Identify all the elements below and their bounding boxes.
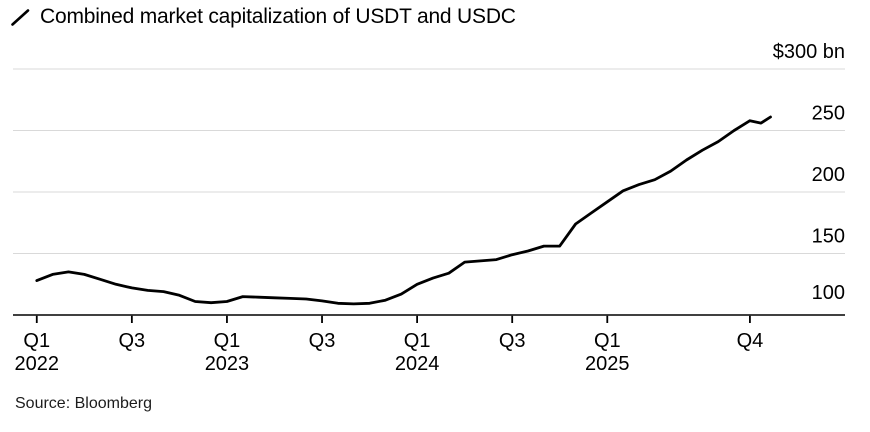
y-axis-label: 150 — [812, 226, 845, 248]
x-axis-quarter-label: Q3 — [309, 330, 336, 352]
x-axis-year-label: 2024 — [395, 353, 440, 375]
x-axis-year-label: 2022 — [15, 353, 60, 375]
x-axis-quarter-label: Q3 — [499, 330, 526, 352]
chart-title: Combined market capitalization of USDT a… — [40, 5, 516, 28]
line-series-legend-icon — [11, 8, 30, 26]
x-axis-year-label: 2025 — [585, 353, 630, 375]
y-axis-label: $300 bn — [773, 41, 845, 63]
chart-legend: Combined market capitalization of USDT a… — [10, 4, 516, 30]
market-cap-line — [35, 115, 772, 306]
source-caption: Source: Bloomberg — [15, 395, 152, 412]
x-axis-quarter-label: Q1 — [404, 330, 431, 352]
x-axis-quarter-label: Q1 — [214, 330, 241, 352]
y-axis-label: 100 — [812, 282, 845, 304]
x-axis-quarter-label: Q1 — [23, 330, 50, 352]
x-axis-quarter-label: Q4 — [737, 330, 764, 352]
x-axis-quarter-label: Q1 — [594, 330, 621, 352]
y-axis-label: 200 — [812, 164, 845, 186]
x-axis-quarter-label: Q3 — [119, 330, 146, 352]
x-axis-year-label: 2023 — [205, 353, 250, 375]
y-axis-label: 250 — [812, 103, 845, 125]
